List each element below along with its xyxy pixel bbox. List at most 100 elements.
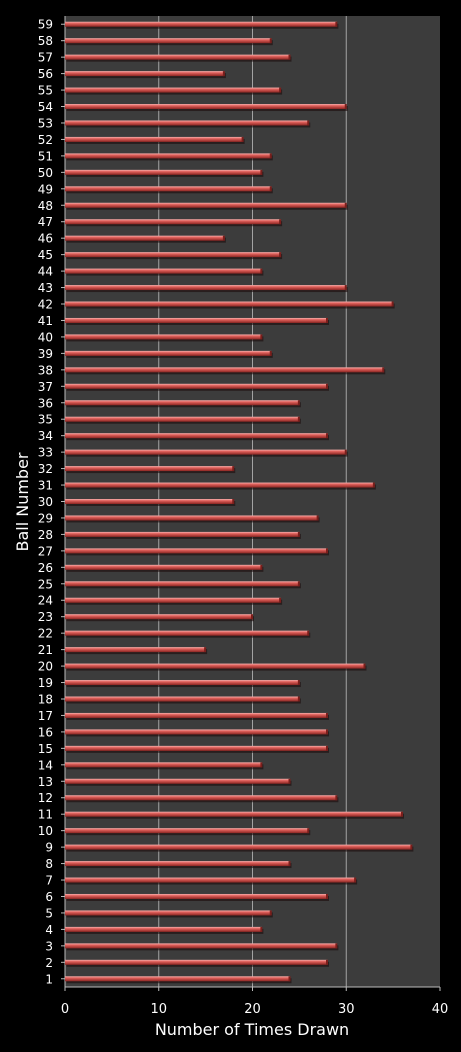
y-tick-label: 15 [38, 742, 53, 756]
bar-ball-12 [65, 795, 337, 801]
x-tick-label: 10 [150, 1002, 167, 1017]
bar-ball-1 [65, 976, 290, 982]
y-tick-label: 28 [38, 528, 53, 542]
y-tick-label: 49 [38, 182, 53, 196]
y-tick-label: 42 [38, 298, 53, 312]
bar-ball-54 [65, 104, 347, 110]
bar-end-cap [297, 680, 300, 686]
x-tick-label: 40 [432, 1002, 449, 1017]
bar-ball-48 [65, 202, 347, 208]
bar-end-cap [260, 762, 263, 768]
bar-end-cap [326, 729, 328, 735]
bars [65, 21, 414, 984]
y-tick-label: 22 [38, 627, 53, 641]
bar-end-cap [288, 861, 291, 867]
y-tick-label: 57 [38, 51, 53, 65]
bar-ball-38 [65, 367, 384, 373]
bar-ball-35 [65, 416, 300, 422]
bar-ball-29 [65, 515, 319, 521]
bar-ball-15 [65, 745, 328, 751]
y-tick-label: 24 [38, 594, 53, 608]
x-tick-label: 0 [61, 1002, 69, 1017]
bar-ball-45 [65, 252, 281, 258]
bar-ball-4 [65, 926, 262, 932]
y-tick-label: 48 [38, 199, 53, 213]
bar-end-cap [335, 795, 338, 801]
y-tick-label: 41 [38, 314, 53, 328]
bar-end-cap [326, 383, 328, 389]
bar-end-cap [204, 647, 207, 653]
bar-end-cap [232, 466, 235, 472]
y-tick-label: 11 [38, 808, 53, 822]
bar-end-cap [260, 564, 263, 570]
bar-ball-59 [65, 21, 337, 27]
bar-end-cap [260, 334, 263, 340]
x-tick-label: 20 [244, 1002, 261, 1017]
y-tick-label: 30 [38, 495, 53, 509]
bar-end-cap [222, 235, 225, 241]
y-tick-label: 3 [45, 939, 53, 953]
bar-ball-16 [65, 729, 328, 735]
bar-ball-27 [65, 548, 328, 554]
bar-end-cap [288, 976, 291, 982]
bar-ball-25 [65, 581, 300, 587]
y-tick-label: 53 [38, 116, 53, 130]
y-tick-label: 56 [38, 67, 53, 81]
bar-ball-58 [65, 38, 272, 44]
y-tick-label: 52 [38, 133, 53, 147]
bar-ball-34 [65, 433, 328, 439]
y-tick-label: 47 [38, 215, 53, 229]
bar-end-cap [279, 252, 282, 258]
y-tick-label: 54 [38, 100, 53, 114]
bar-end-cap [260, 268, 263, 274]
y-tick-label: 6 [45, 890, 53, 904]
bar-ball-47 [65, 219, 281, 225]
bar-end-cap [269, 153, 272, 159]
bar-ball-52 [65, 136, 244, 142]
bar-end-cap [344, 104, 347, 110]
y-tick-label: 19 [38, 676, 53, 690]
bar-end-cap [391, 301, 394, 307]
bar-ball-14 [65, 762, 262, 768]
y-tick-label: 46 [38, 232, 53, 246]
y-tick-label: 34 [38, 429, 53, 443]
y-tick-label: 35 [38, 413, 53, 427]
bar-end-cap [344, 285, 347, 291]
bar-ball-50 [65, 169, 262, 175]
bar-end-cap [307, 828, 310, 834]
bar-ball-28 [65, 531, 300, 537]
bar-end-cap [297, 696, 300, 702]
y-tick-label: 18 [38, 692, 53, 706]
bar-ball-23 [65, 614, 253, 620]
y-tick-label: 2 [45, 956, 53, 970]
y-tick-label: 40 [38, 330, 53, 344]
y-tick-label: 38 [38, 363, 53, 377]
bar-end-cap [222, 71, 225, 77]
bar-ball-17 [65, 712, 328, 718]
bar-ball-55 [65, 87, 281, 93]
bar-ball-36 [65, 400, 300, 406]
bar-end-cap [269, 38, 272, 44]
bar-end-cap [241, 136, 244, 142]
bar-ball-37 [65, 383, 328, 389]
y-tick-label: 25 [38, 577, 53, 591]
bar-end-cap [335, 21, 338, 27]
bar-end-cap [326, 745, 328, 751]
bar-end-cap [279, 597, 282, 603]
bar-ball-57 [65, 54, 290, 60]
y-tick-label: 21 [38, 643, 53, 657]
y-tick-label: 4 [45, 923, 53, 937]
bar-end-cap [344, 202, 347, 208]
y-tick-label: 32 [38, 462, 53, 476]
bar-end-cap [232, 499, 235, 504]
bar-end-cap [326, 959, 328, 965]
bar-ball-41 [65, 317, 328, 323]
y-tick-label: 1 [45, 972, 53, 986]
bar-end-cap [251, 614, 253, 620]
bar-end-cap [307, 630, 310, 636]
y-tick-label: 14 [38, 758, 53, 772]
bar-ball-40 [65, 334, 262, 340]
bar-end-cap [326, 548, 328, 554]
bar-ball-8 [65, 861, 290, 867]
